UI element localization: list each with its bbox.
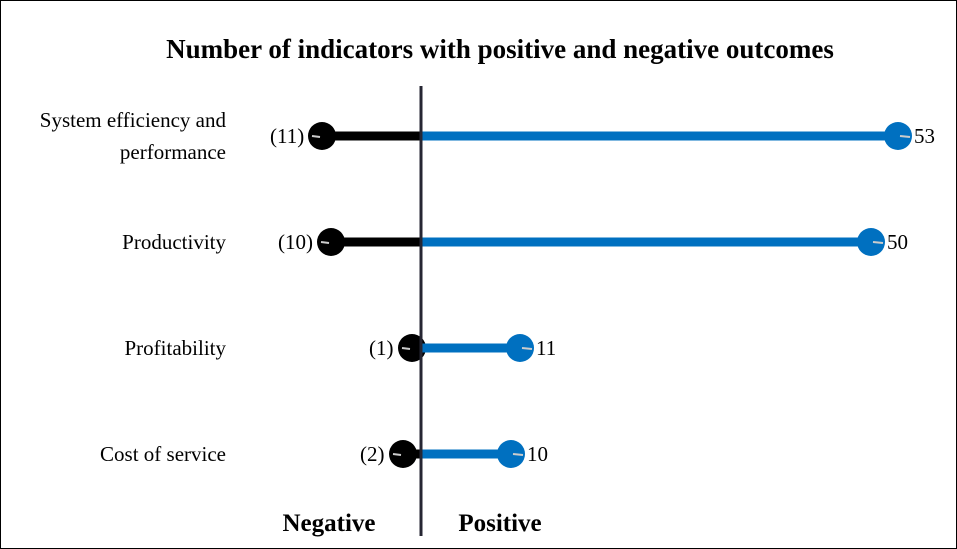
leader [311, 135, 321, 138]
leader [320, 241, 330, 244]
leader [899, 135, 911, 138]
value-label: (1) [369, 336, 394, 360]
dot [857, 228, 885, 256]
legend-label: Positive [458, 510, 542, 537]
dot [398, 334, 426, 362]
dot [506, 334, 534, 362]
leader [392, 453, 402, 456]
value-label: 50 [887, 230, 908, 254]
leader [512, 453, 524, 456]
legend-label: Negative [282, 510, 376, 537]
category-label: Profitability [124, 336, 227, 360]
dot [389, 440, 417, 468]
dot [317, 228, 345, 256]
category-label: System efficiency and performance [39, 108, 226, 164]
dot [308, 122, 336, 150]
value-label: 11 [536, 336, 557, 360]
dot [884, 122, 912, 150]
value-label: (2) [360, 442, 385, 466]
value-label: 10 [527, 442, 548, 466]
dot [497, 440, 525, 468]
value-label: (11) [270, 124, 305, 148]
chart-title: Number of indicators with positive and n… [166, 34, 834, 64]
value-label: 53 [914, 124, 935, 148]
value-label: (10) [278, 230, 313, 254]
category-label: Cost of service [100, 442, 226, 466]
leader [401, 347, 411, 350]
leader [521, 347, 533, 350]
leader [872, 241, 884, 244]
category-label: Productivity [122, 230, 226, 254]
